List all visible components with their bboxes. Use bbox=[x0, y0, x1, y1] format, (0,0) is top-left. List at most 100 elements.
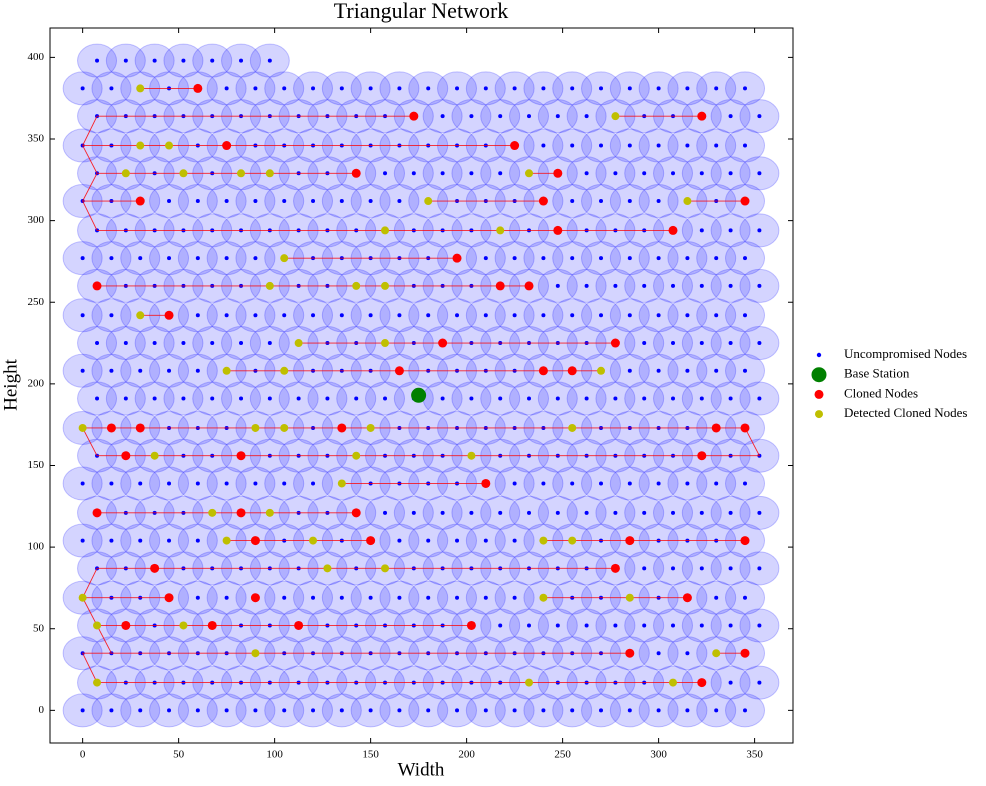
point bbox=[179, 621, 188, 630]
point bbox=[253, 256, 258, 261]
point bbox=[250, 536, 260, 546]
point bbox=[267, 58, 272, 63]
chart-title: Triangular Network bbox=[334, 0, 509, 23]
point bbox=[138, 538, 143, 543]
point bbox=[498, 623, 503, 628]
point bbox=[642, 396, 647, 401]
point bbox=[728, 114, 733, 119]
point bbox=[167, 538, 172, 543]
point bbox=[740, 536, 750, 546]
point bbox=[668, 225, 678, 235]
point bbox=[368, 708, 373, 713]
point bbox=[236, 451, 246, 461]
point bbox=[440, 510, 445, 515]
point bbox=[121, 620, 131, 630]
point bbox=[743, 481, 748, 486]
point bbox=[671, 283, 676, 288]
point bbox=[627, 313, 632, 318]
point bbox=[656, 199, 661, 204]
point bbox=[80, 481, 85, 486]
point bbox=[164, 593, 174, 603]
legend-label: Base Station bbox=[844, 366, 910, 381]
point bbox=[339, 595, 344, 600]
point bbox=[210, 396, 215, 401]
point bbox=[625, 536, 635, 546]
point bbox=[339, 313, 344, 318]
point bbox=[656, 256, 661, 261]
point bbox=[685, 481, 690, 486]
y-tick-label: 200 bbox=[28, 377, 45, 389]
point bbox=[253, 199, 258, 204]
x-tick-label: 150 bbox=[362, 749, 379, 761]
x-tick-label: 100 bbox=[266, 749, 283, 761]
point bbox=[538, 196, 548, 206]
point bbox=[339, 86, 344, 91]
point bbox=[671, 566, 676, 571]
point bbox=[743, 143, 748, 148]
point bbox=[570, 256, 575, 261]
point bbox=[411, 171, 416, 176]
point bbox=[339, 199, 344, 204]
point bbox=[152, 396, 157, 401]
point bbox=[714, 368, 719, 373]
point bbox=[481, 478, 491, 488]
point bbox=[541, 708, 546, 713]
point bbox=[611, 112, 620, 121]
point bbox=[584, 283, 589, 288]
point bbox=[656, 86, 661, 91]
point bbox=[757, 396, 762, 401]
point bbox=[685, 708, 690, 713]
point bbox=[210, 58, 215, 63]
point bbox=[123, 341, 128, 346]
point bbox=[381, 339, 390, 348]
point bbox=[294, 620, 304, 630]
point bbox=[239, 341, 244, 346]
point bbox=[152, 341, 157, 346]
point bbox=[397, 86, 402, 91]
point bbox=[597, 366, 606, 375]
point bbox=[469, 510, 474, 515]
point bbox=[280, 254, 289, 263]
point bbox=[109, 313, 114, 318]
point bbox=[555, 114, 560, 119]
point bbox=[123, 58, 128, 63]
point bbox=[394, 366, 404, 376]
point bbox=[397, 595, 402, 600]
point bbox=[656, 651, 661, 656]
point bbox=[555, 623, 560, 628]
point bbox=[195, 256, 200, 261]
point bbox=[440, 396, 445, 401]
point bbox=[642, 171, 647, 176]
point bbox=[527, 510, 532, 515]
point bbox=[740, 423, 750, 433]
point bbox=[757, 283, 762, 288]
point bbox=[642, 283, 647, 288]
point bbox=[282, 481, 287, 486]
point bbox=[656, 143, 661, 148]
point bbox=[627, 199, 632, 204]
point bbox=[483, 313, 488, 318]
point bbox=[294, 339, 303, 348]
point bbox=[167, 708, 172, 713]
point bbox=[366, 423, 375, 432]
point bbox=[728, 566, 733, 571]
point bbox=[426, 595, 431, 600]
point bbox=[138, 481, 143, 486]
point bbox=[743, 708, 748, 713]
point bbox=[483, 538, 488, 543]
point bbox=[368, 86, 373, 91]
point bbox=[584, 623, 589, 628]
point bbox=[685, 651, 690, 656]
point bbox=[728, 171, 733, 176]
point bbox=[138, 708, 143, 713]
point-group bbox=[92, 83, 750, 688]
point bbox=[555, 283, 560, 288]
point bbox=[381, 226, 390, 235]
point bbox=[728, 396, 733, 401]
point bbox=[440, 114, 445, 119]
point bbox=[555, 510, 560, 515]
point bbox=[426, 538, 431, 543]
point bbox=[455, 538, 460, 543]
point bbox=[728, 680, 733, 685]
point bbox=[411, 510, 416, 515]
